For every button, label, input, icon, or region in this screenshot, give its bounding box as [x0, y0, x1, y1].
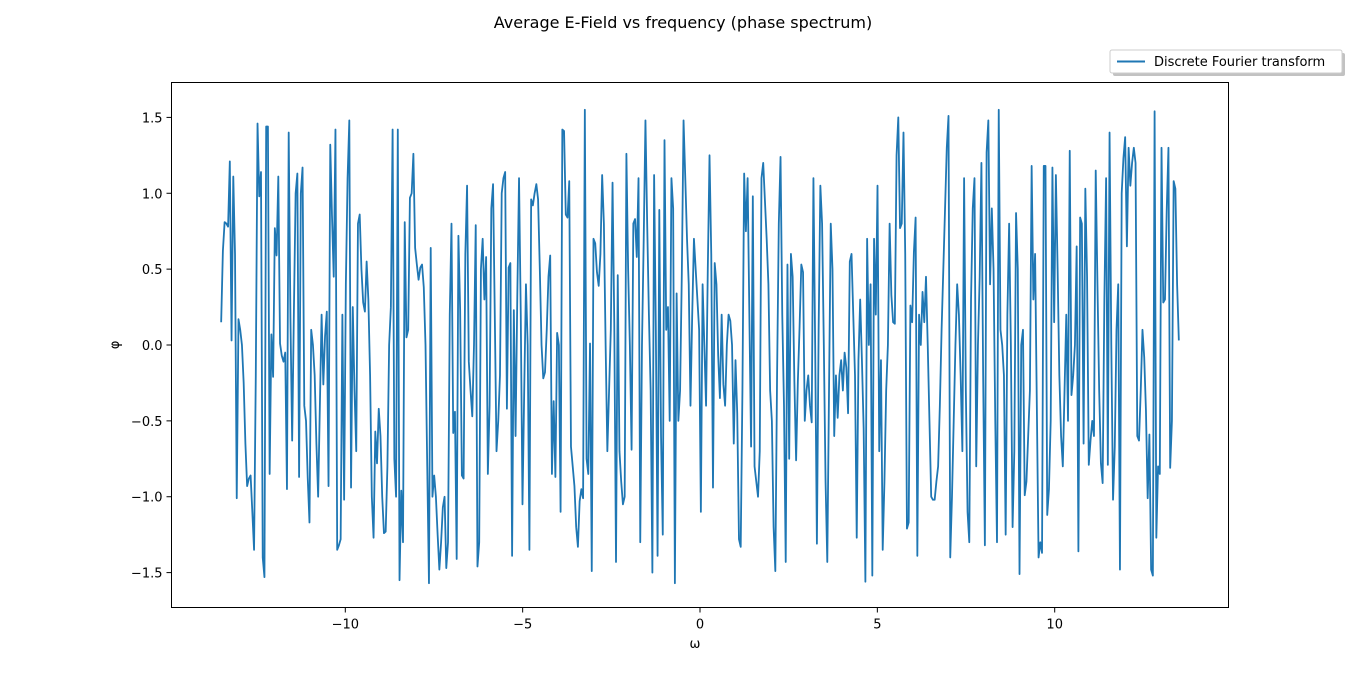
- x-tick-label: −5: [513, 618, 532, 633]
- x-axis: −10 −5 0 5 10: [332, 607, 1063, 633]
- x-tick-label: 0: [696, 618, 704, 633]
- y-tick-label: 1.0: [142, 187, 163, 202]
- legend-label: Discrete Fourier transform: [1154, 55, 1325, 70]
- chart-title: Average E-Field vs frequency (phase spec…: [494, 13, 872, 32]
- x-axis-label: ω: [690, 637, 701, 652]
- y-tick-label: 1.5: [142, 111, 163, 126]
- series-line-0: [220, 108, 1180, 585]
- x-tick-label: 5: [873, 618, 881, 633]
- y-tick-label: −1.0: [131, 491, 163, 506]
- y-tick-label: −0.5: [131, 415, 163, 430]
- y-axis: −1.5 −1.0 −0.5 0.0 0.5 1.0 1.5: [131, 111, 172, 582]
- y-tick-label: 0.5: [142, 263, 163, 278]
- y-axis-label: φ: [108, 341, 123, 350]
- legend-box: [1109, 49, 1343, 74]
- y-tick-label: −1.5: [131, 567, 163, 582]
- x-tick-label: −10: [332, 618, 359, 633]
- x-tick-label: 10: [1046, 618, 1063, 633]
- y-tick-label: 0.0: [142, 339, 163, 354]
- legend: Discrete Fourier transform: [1109, 49, 1345, 76]
